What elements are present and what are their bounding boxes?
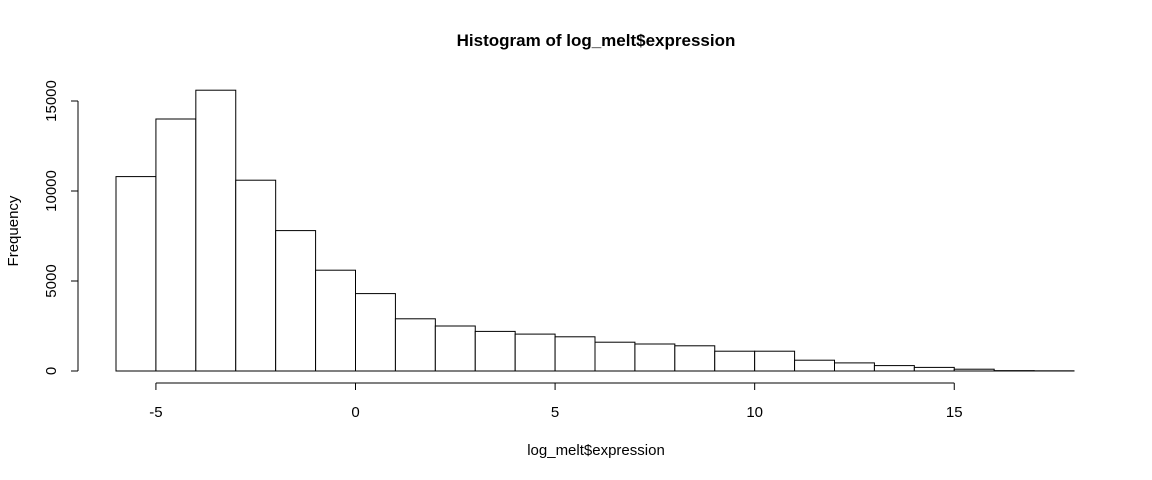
y-tick-label: 0	[43, 367, 60, 375]
y-axis-label: Frequency	[5, 195, 22, 266]
y-axis: 0 5000 10000 15000	[43, 80, 79, 375]
histogram-bar	[115, 176, 157, 372]
y-tick-label: 15000	[43, 80, 60, 122]
histogram-bar	[714, 350, 756, 372]
histogram-bar	[195, 89, 237, 372]
histogram-bar	[873, 365, 915, 372]
histogram-bar	[474, 330, 516, 372]
histogram-bar	[514, 333, 556, 372]
histogram-bar	[394, 318, 436, 372]
histogram-bar	[794, 359, 836, 372]
histogram-bar	[674, 345, 716, 372]
x-axis: -5 0 5 10 15	[149, 382, 963, 421]
x-axis-label: log_melt$expression	[527, 442, 665, 459]
histogram-bar	[355, 293, 396, 372]
histogram-bar	[434, 325, 476, 372]
x-tick-label: 15	[946, 404, 963, 421]
x-tick-label: 0	[351, 404, 359, 421]
histogram-bar	[315, 269, 356, 372]
x-tick-label: -5	[149, 404, 162, 421]
histogram-bar	[834, 362, 875, 372]
histogram-bar	[554, 336, 596, 372]
histogram-bar	[754, 350, 796, 372]
histogram-bar	[275, 230, 317, 372]
x-tick-label: 10	[746, 404, 763, 421]
chart-title: Histogram of log_melt$expression	[457, 31, 736, 50]
histogram-bar	[155, 118, 197, 372]
histogram-bar	[235, 179, 277, 372]
histogram-bar	[634, 343, 676, 372]
x-tick-label: 5	[551, 404, 559, 421]
y-tick-label: 10000	[43, 170, 60, 212]
histogram-bar	[594, 341, 636, 372]
histogram-bar	[913, 366, 955, 372]
y-tick-label: 5000	[43, 264, 60, 297]
bars-group	[115, 89, 1075, 372]
histogram-bar	[953, 368, 995, 372]
